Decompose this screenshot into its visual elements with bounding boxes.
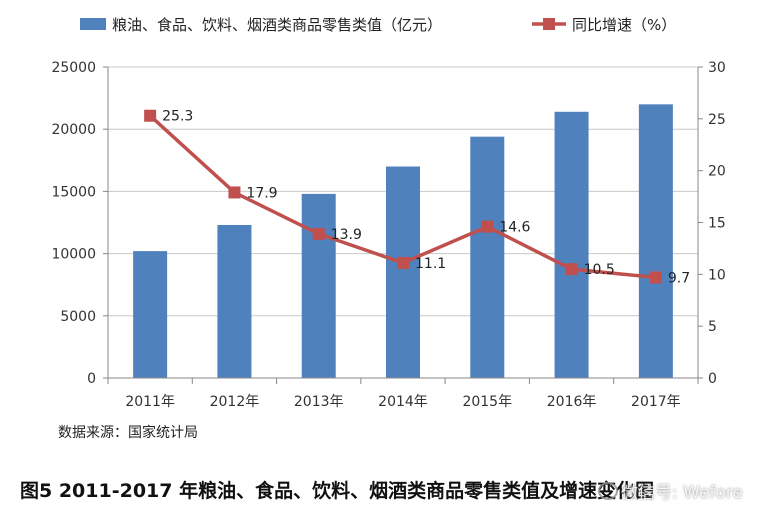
watermark-text: 微信号: Wefore (621, 483, 743, 503)
y-right-tick-label: 20 (708, 164, 726, 180)
data-label: 11.1 (415, 256, 446, 272)
legend-bar-swatch (80, 18, 106, 30)
line-marker-2017年 (649, 271, 662, 284)
x-tick-label: 2012年 (210, 394, 260, 410)
x-tick-label: 2014年 (378, 394, 428, 410)
bar-2014年 (386, 166, 420, 378)
y-left-tick-label: 0 (87, 371, 96, 387)
y-right-tick-label: 15 (708, 216, 726, 232)
legend-line-marker (543, 18, 555, 30)
tick-labels: 0 5000 10000 15000 20000 25000 0 5 10 15 20 25 30 201… (51, 60, 725, 410)
y-right-tick-label: 0 (708, 371, 717, 387)
y-right-tick-label: 30 (708, 60, 726, 76)
y-left-tick-label: 15000 (51, 184, 96, 200)
bar-2011年 (133, 251, 168, 378)
data-label: 13.9 (331, 227, 362, 243)
bar-series (133, 104, 673, 378)
line-marker-2012年 (228, 186, 241, 199)
line-marker-2014年 (397, 256, 409, 269)
data-label: 25.3 (162, 109, 193, 125)
bar-2012年 (217, 224, 252, 378)
data-label: 17.9 (246, 185, 277, 201)
y-left-tick-label: 20000 (51, 122, 96, 138)
x-tick-label: 2015年 (462, 394, 512, 410)
line-marker-2013年 (312, 227, 325, 240)
y-right-tick-label: 5 (708, 319, 717, 335)
combo-chart: 粮油、食品、饮料、烟酒类商品零售类值（亿元） 同比增速（%） 25.3 17.9 13… (51, 16, 725, 410)
data-source-note: 数据来源：国家统计局 (58, 425, 198, 441)
y-left-tick-label: 25000 (51, 60, 96, 76)
wechat-icon (598, 482, 618, 500)
y-left-tick-label: 5000 (60, 309, 96, 325)
line-series: 25.3 17.9 13.9 11.1 14.6 10.5 9.7 (144, 109, 690, 286)
figure-caption: 图5 2011-2017 年粮油、食品、饮料、烟酒类商品零售类值及增速变化图 (20, 480, 655, 502)
x-tick-label: 2017年 (631, 394, 681, 410)
bar-2013年 (301, 193, 336, 378)
legend: 粮油、食品、饮料、烟酒类商品零售类值（亿元） 同比增速（%） (80, 16, 676, 34)
line-marker-2015年 (481, 220, 494, 233)
axes (103, 66, 703, 384)
watermark: 微信号: Wefore (598, 478, 743, 503)
line-marker-2016年 (565, 263, 578, 276)
y-right-tick-label: 25 (708, 112, 726, 128)
data-label: 14.6 (499, 220, 530, 236)
x-tick-label: 2011年 (125, 394, 175, 410)
bar-2016年 (554, 111, 589, 378)
data-label: 10.5 (584, 262, 615, 278)
x-tick-label: 2013年 (294, 394, 344, 410)
y-left-tick-label: 10000 (51, 247, 96, 263)
line-marker-2011年 (144, 109, 157, 122)
x-tick-label: 2016年 (547, 394, 597, 410)
bar-2015年 (470, 136, 505, 378)
legend-line-label: 同比增速（%） (572, 16, 676, 34)
y-right-tick-label: 10 (708, 267, 726, 283)
legend-bar-label: 粮油、食品、饮料、烟酒类商品零售类值（亿元） (112, 16, 442, 34)
bar-2017年 (638, 104, 673, 378)
data-label: 9.7 (668, 270, 690, 286)
